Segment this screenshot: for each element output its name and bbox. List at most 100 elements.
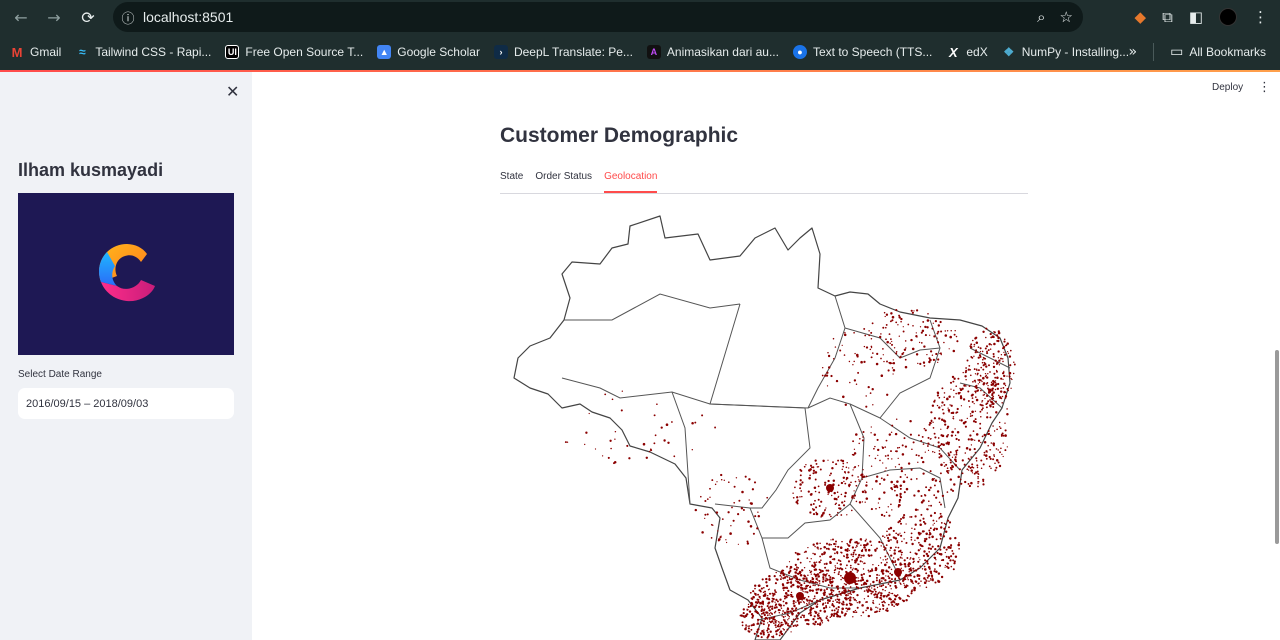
metamask-extension-icon[interactable]: ◆: [1134, 8, 1147, 26]
page-scrollbar[interactable]: [1275, 350, 1279, 544]
profile-avatar[interactable]: [1219, 8, 1237, 26]
more-bookmarks-icon[interactable]: »: [1128, 44, 1138, 60]
customer-point: [882, 588, 884, 591]
bookmark-gmail[interactable]: M Gmail: [10, 45, 62, 60]
customer-point: [892, 373, 894, 375]
close-sidebar-icon[interactable]: ✕: [226, 82, 240, 101]
tab-geolocation[interactable]: Geolocation: [604, 168, 658, 193]
customer-point: [990, 381, 993, 384]
zoom-icon[interactable]: ⌕: [1037, 8, 1046, 26]
customer-point: [927, 442, 930, 445]
customer-point: [799, 496, 801, 498]
date-range-input[interactable]: 2016/09/15 – 2018/09/03: [18, 388, 234, 419]
bookmark-deepl[interactable]: › DeepL Translate: Pe...: [493, 45, 633, 59]
customer-point: [900, 317, 903, 321]
customer-point: [848, 599, 852, 602]
customer-point: [821, 603, 824, 606]
bookmark-text-to-speech[interactable]: ● Text to Speech (TTS...: [792, 45, 932, 59]
customer-point: [614, 438, 616, 440]
customer-point: [931, 404, 935, 407]
customer-point: [786, 576, 789, 578]
bookmark-animasikan[interactable]: A Animasikan dari au...: [646, 45, 779, 59]
deploy-button[interactable]: Deploy: [1212, 82, 1244, 93]
bookmark-google-scholar[interactable]: ▲ Google Scholar: [377, 45, 480, 59]
customer-point: [886, 534, 888, 537]
all-bookmarks-button[interactable]: ▭ All Bookmarks: [1170, 44, 1266, 60]
forward-icon[interactable]: →: [47, 7, 61, 27]
customer-point: [836, 610, 839, 613]
customer-point: [986, 416, 989, 419]
customer-point: [805, 591, 808, 593]
customer-point: [815, 561, 818, 563]
customer-point: [842, 465, 844, 468]
customer-point: [941, 405, 943, 407]
customer-point: [766, 614, 769, 617]
customer-point: [982, 368, 985, 371]
customer-point: [846, 514, 848, 516]
customer-point: [976, 470, 979, 473]
customer-point: [925, 552, 928, 556]
customer-point: [829, 560, 832, 563]
customer-point: [964, 371, 967, 374]
bookmark-star-icon[interactable]: ☆: [1059, 8, 1073, 26]
bookmark-edx[interactable]: X edX: [946, 45, 988, 60]
customer-point: [903, 491, 906, 494]
customer-point: [884, 555, 887, 558]
customer-point: [853, 331, 855, 334]
customer-point: [909, 562, 912, 565]
address-bar[interactable]: ⓘ localhost:8501 ⌕ ☆: [113, 2, 1083, 32]
side-panel-icon[interactable]: ◧: [1188, 8, 1203, 26]
customer-point: [851, 453, 854, 456]
customer-point: [861, 554, 863, 557]
customer-point: [848, 549, 850, 552]
customer-point: [751, 488, 755, 491]
tab-order-status[interactable]: Order Status: [535, 171, 593, 182]
customer-point: [813, 582, 815, 584]
customer-point: [836, 552, 839, 555]
customer-point: [745, 624, 748, 627]
customer-point: [776, 625, 780, 628]
customer-point: [814, 584, 816, 587]
url-text[interactable]: localhost:8501: [143, 9, 234, 25]
customer-point: [935, 538, 938, 541]
customer-point: [854, 480, 857, 483]
customer-point: [837, 545, 840, 548]
customer-point: [908, 570, 910, 573]
customer-point: [831, 578, 833, 580]
customer-point: [990, 442, 993, 444]
customer-point: [880, 333, 882, 335]
back-icon[interactable]: ←: [14, 7, 28, 27]
customer-point: [772, 597, 775, 601]
customer-point: [965, 420, 967, 423]
reload-icon[interactable]: ⟳: [81, 7, 95, 27]
customer-point: [952, 552, 955, 555]
site-info-icon[interactable]: ⓘ: [121, 11, 135, 27]
customer-point: [953, 333, 956, 336]
customer-point: [850, 553, 853, 556]
customer-point: [881, 601, 884, 604]
customer-point: [814, 478, 817, 481]
bookmark-numpy[interactable]: ❖ NumPy - Installing...: [1002, 45, 1129, 59]
customer-point: [915, 580, 918, 583]
bookmark-tailwind[interactable]: ≈ Tailwind CSS - Rapi...: [75, 45, 211, 59]
main-menu-icon[interactable]: ⋮: [1258, 80, 1271, 95]
customer-point: [862, 469, 864, 471]
browser-menu-icon[interactable]: ⋮: [1253, 8, 1268, 26]
customer-point: [985, 395, 988, 397]
bookmark-free-open-source[interactable]: UI Free Open Source T...: [225, 45, 363, 59]
customer-point: [876, 448, 880, 452]
customer-point: [986, 412, 989, 414]
customer-point: [881, 603, 884, 606]
customer-point: [1002, 360, 1004, 363]
customer-point: [903, 584, 906, 586]
customer-point: [884, 315, 886, 318]
customer-point: [852, 610, 855, 613]
customer-point: [934, 557, 937, 560]
customer-point: [997, 449, 999, 451]
extensions-icon[interactable]: ⧉: [1162, 8, 1173, 26]
customer-point: [714, 426, 717, 429]
customer-point: [847, 471, 850, 474]
customer-point: [996, 361, 999, 365]
tab-state[interactable]: State: [500, 171, 524, 182]
customer-point: [594, 448, 597, 450]
